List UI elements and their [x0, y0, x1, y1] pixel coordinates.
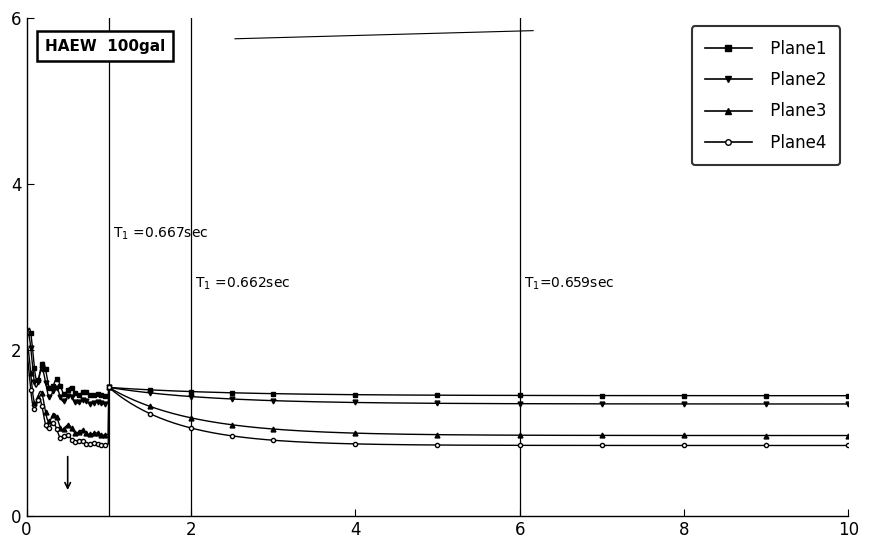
- Text: HAEW  100gal: HAEW 100gal: [44, 39, 165, 54]
- Text: T$_1$ =0.662sec: T$_1$ =0.662sec: [195, 276, 290, 292]
- Text: T$_1$ =0.667sec: T$_1$ =0.667sec: [113, 226, 208, 243]
- Text: T$_1$=0.659sec: T$_1$=0.659sec: [523, 276, 614, 292]
- Legend:  Plane1,  Plane2,  Plane3,  Plane4: Plane1, Plane2, Plane3, Plane4: [691, 26, 839, 165]
